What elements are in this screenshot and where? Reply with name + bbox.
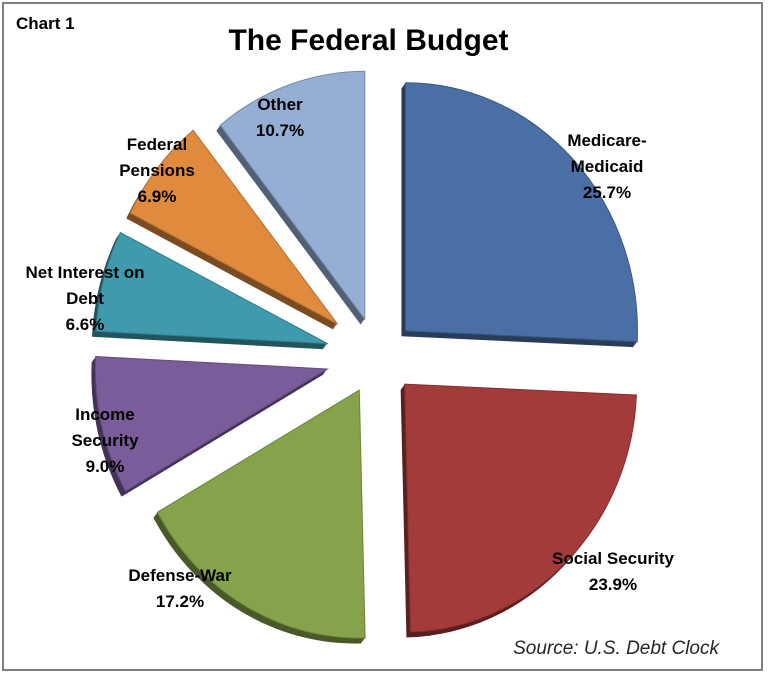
- chart-source: Source: U.S. Debt Clock: [513, 638, 719, 659]
- pie-slice-defense-war: [156, 389, 366, 639]
- slice-label-line: Pensions: [119, 161, 195, 180]
- slice-label-medicare-medicaid: Medicare- Medicaid 25.7%: [532, 128, 682, 206]
- chart-number: Chart 1: [16, 14, 75, 33]
- pie-slice-medicare-medicaid: [404, 82, 638, 343]
- slice-label-other: Other 10.7%: [215, 92, 345, 144]
- pie-slice-social-security: [404, 383, 637, 633]
- pie-slice-federal-pensions: [129, 129, 339, 325]
- slice-label-line: Debt: [66, 289, 104, 308]
- slice-label-federal-pensions: Federal Pensions 6.9%: [92, 132, 222, 210]
- slice-label-line: 6.6%: [65, 315, 105, 334]
- pie-slice-net-interest-on-debt: [95, 231, 328, 345]
- chart-title: The Federal Budget: [228, 24, 509, 57]
- pie-slice-other: [219, 70, 366, 321]
- slice-label-line: 10.7%: [255, 121, 305, 140]
- slice-label-line: Income: [75, 405, 135, 424]
- slice-label-income-security: Income Security 9.0%: [40, 402, 170, 480]
- slice-label-line: Security: [71, 431, 139, 450]
- slice-label-net-interest-on-debt: Net Interest on Debt 6.6%: [0, 260, 170, 338]
- slice-label-line: Other: [257, 95, 303, 114]
- slice-label-line: Medicare-: [567, 131, 647, 150]
- slice-label-line: 25.7%: [582, 183, 632, 202]
- slice-label-line: Social Security: [552, 549, 674, 568]
- slice-label-line: 6.9%: [137, 187, 177, 206]
- slice-label-line: 17.2%: [155, 592, 205, 611]
- slice-label-line: Federal: [126, 135, 188, 154]
- slice-label-line: 9.0%: [85, 457, 125, 476]
- slice-label-social-security: Social Security 23.9%: [528, 546, 698, 598]
- slice-label-defense-war: Defense-War 17.2%: [100, 563, 260, 615]
- slice-label-line: 23.9%: [588, 575, 638, 594]
- slice-label-line: Net Interest on: [25, 263, 145, 282]
- slice-label-line: Medicaid: [570, 157, 644, 176]
- pie-slice-income-security: [94, 355, 330, 492]
- slice-label-line: Defense-War: [128, 566, 232, 585]
